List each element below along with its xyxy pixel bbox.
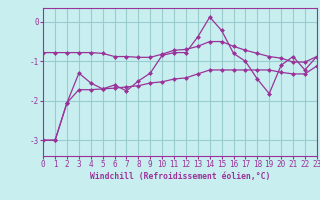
X-axis label: Windchill (Refroidissement éolien,°C): Windchill (Refroidissement éolien,°C) — [90, 172, 270, 181]
